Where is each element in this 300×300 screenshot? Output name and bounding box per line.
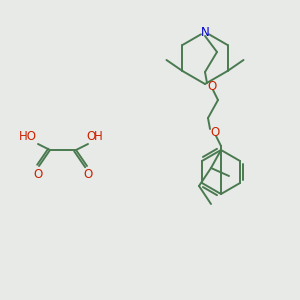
Text: H: H: [94, 130, 102, 142]
Text: N: N: [201, 26, 209, 38]
Text: O: O: [83, 167, 93, 181]
Text: O: O: [207, 80, 217, 94]
Text: O: O: [86, 130, 96, 142]
Text: O: O: [210, 127, 220, 140]
Text: O: O: [33, 167, 43, 181]
Text: HO: HO: [19, 130, 37, 142]
